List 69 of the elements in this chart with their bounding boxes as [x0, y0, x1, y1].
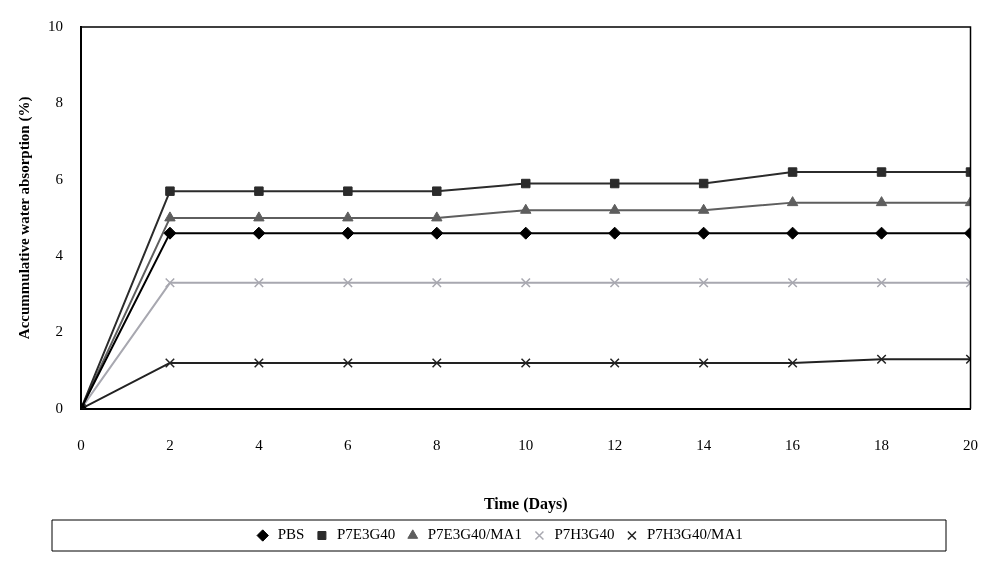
point: [164, 211, 176, 222]
x-axis-title: Time (Days): [483, 494, 568, 513]
point: [431, 277, 442, 288]
point: [608, 226, 622, 240]
point: [163, 226, 177, 240]
point: [431, 357, 442, 368]
point: [609, 277, 620, 288]
x-tick-label: 20: [963, 436, 978, 453]
point: [521, 178, 531, 189]
x-tick-label: 12: [607, 436, 623, 453]
point: [431, 211, 443, 222]
point: [786, 226, 800, 240]
point: [787, 167, 798, 177]
point: [519, 226, 533, 240]
x-tick-label: 4: [255, 436, 264, 453]
point: [787, 357, 798, 368]
y-tick-label: 10: [48, 17, 63, 34]
point: [341, 226, 355, 240]
y-tick-label: 6: [55, 170, 64, 187]
point: [698, 277, 709, 288]
y-tick-label: 2: [55, 323, 63, 340]
point: [698, 178, 709, 189]
point: [432, 186, 442, 196]
point: [252, 226, 266, 240]
point: [787, 277, 798, 288]
point: [876, 167, 887, 177]
legend-label: P7H3G40/MA1: [646, 526, 743, 543]
y-tick-label: 8: [55, 94, 63, 111]
point: [698, 357, 709, 368]
point: [343, 186, 353, 196]
point: [697, 203, 710, 214]
y-axis-title: Accummulative water absorption (%): [15, 96, 33, 340]
x-tick-label: 16: [785, 436, 801, 453]
x-tick-label: 10: [518, 436, 534, 453]
point: [254, 186, 264, 196]
x-tick-label: 18: [874, 436, 890, 453]
point: [342, 357, 353, 368]
legend-label: PBS: [277, 526, 305, 543]
point: [164, 357, 175, 368]
point: [520, 277, 531, 288]
y-tick-label: 0: [55, 399, 63, 416]
point: [875, 226, 889, 240]
point: [164, 277, 175, 288]
point: [253, 211, 265, 222]
y-tick-label: 4: [55, 247, 64, 264]
point: [165, 186, 175, 196]
point: [430, 226, 444, 240]
point: [876, 354, 887, 365]
point: [609, 178, 620, 189]
point: [697, 226, 711, 240]
point: [876, 277, 887, 288]
point: [609, 357, 620, 368]
x-tick-label: 0: [77, 436, 85, 453]
point: [253, 357, 264, 368]
legend-label: P7E3G40: [336, 526, 396, 543]
x-tick-label: 14: [696, 436, 712, 453]
legend-label: P7E3G40/MA1: [427, 526, 522, 543]
x-tick-label: 6: [344, 436, 353, 453]
point: [875, 196, 888, 207]
point: [342, 211, 354, 222]
legend-label: P7H3G40: [554, 526, 615, 543]
point: [520, 203, 532, 214]
point: [520, 357, 531, 368]
point: [253, 277, 264, 288]
x-tick-label: 8: [433, 436, 441, 453]
point: [342, 277, 353, 288]
x-tick-label: 2: [166, 436, 174, 453]
point: [609, 203, 621, 214]
point: [786, 196, 799, 207]
